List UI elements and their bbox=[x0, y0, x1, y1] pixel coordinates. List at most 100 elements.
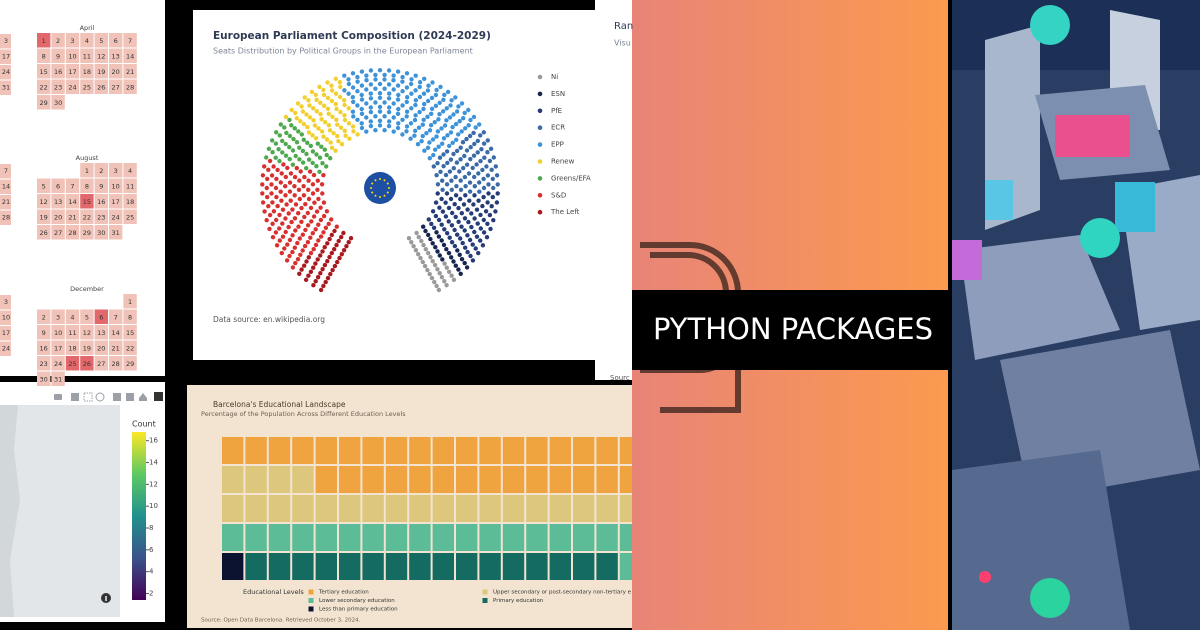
seat bbox=[297, 236, 302, 241]
seat bbox=[275, 167, 280, 173]
toolbar-icon[interactable] bbox=[54, 394, 62, 400]
colorbar-tick-label: 4 bbox=[149, 568, 154, 576]
toolbar-icon[interactable] bbox=[113, 393, 121, 401]
seat bbox=[466, 171, 472, 176]
legend-swatch bbox=[537, 74, 543, 80]
seat bbox=[453, 95, 458, 100]
seat bbox=[382, 114, 387, 119]
waffle-cell bbox=[409, 437, 431, 464]
waffle-cell bbox=[432, 524, 454, 551]
seat bbox=[341, 98, 347, 103]
seat bbox=[427, 156, 432, 161]
seat bbox=[297, 271, 302, 276]
seat bbox=[327, 128, 333, 133]
seat bbox=[337, 94, 343, 100]
seat bbox=[377, 104, 383, 110]
seat bbox=[304, 112, 309, 117]
seat bbox=[277, 226, 282, 231]
day-cell bbox=[37, 371, 51, 386]
legend-swatch bbox=[482, 598, 488, 603]
seat bbox=[446, 205, 452, 211]
seat bbox=[283, 216, 288, 221]
seat bbox=[298, 252, 303, 257]
seat bbox=[293, 260, 298, 266]
toolbar-icon[interactable] bbox=[95, 392, 105, 402]
seat bbox=[273, 185, 279, 191]
edge-day: 17 bbox=[2, 329, 10, 337]
seat bbox=[284, 202, 289, 207]
seat bbox=[280, 221, 285, 226]
seat bbox=[303, 202, 308, 207]
day-cell bbox=[94, 178, 108, 193]
seat bbox=[421, 91, 427, 96]
seat bbox=[330, 267, 335, 273]
seat bbox=[273, 141, 279, 146]
toolbar-icon[interactable] bbox=[83, 392, 93, 402]
day-cell bbox=[37, 325, 51, 340]
month-label: December bbox=[70, 285, 104, 293]
seat bbox=[302, 174, 307, 180]
seat bbox=[488, 226, 493, 232]
seat bbox=[321, 200, 327, 205]
seat bbox=[377, 95, 383, 101]
seat bbox=[326, 111, 331, 117]
waffle-cell bbox=[385, 437, 408, 464]
colorbar-tick-label: 10 bbox=[149, 502, 158, 510]
seat bbox=[373, 86, 378, 91]
day-number: 12 bbox=[97, 52, 105, 60]
seat bbox=[433, 200, 439, 205]
fragment-subtitle: Visu bbox=[614, 39, 631, 48]
seat bbox=[470, 242, 475, 247]
waffle-cell bbox=[596, 524, 618, 551]
day-cell bbox=[37, 33, 51, 48]
seat bbox=[470, 165, 475, 171]
seat bbox=[443, 214, 449, 219]
seat bbox=[301, 184, 306, 189]
seat bbox=[485, 173, 491, 178]
seat bbox=[355, 103, 360, 108]
seat bbox=[386, 68, 392, 73]
legend-swatch bbox=[537, 142, 543, 147]
seat bbox=[427, 140, 432, 145]
day-cell bbox=[65, 64, 80, 79]
seat bbox=[359, 92, 364, 98]
seat bbox=[282, 246, 287, 251]
seat bbox=[315, 178, 320, 183]
seat bbox=[324, 152, 329, 158]
day-number: 30 bbox=[40, 375, 48, 383]
toolbar-icon[interactable] bbox=[71, 393, 79, 401]
toolbar-icon[interactable] bbox=[154, 392, 163, 401]
day-cell bbox=[123, 163, 137, 178]
seat bbox=[450, 124, 455, 130]
day-cell bbox=[37, 340, 51, 355]
day-number: 29 bbox=[126, 360, 134, 368]
waffle-cell bbox=[362, 495, 384, 522]
toolbar-icon[interactable] bbox=[126, 393, 134, 401]
seat bbox=[427, 128, 433, 133]
seat bbox=[453, 214, 458, 220]
seat bbox=[391, 129, 396, 134]
seat bbox=[306, 130, 312, 135]
day-number: 17 bbox=[68, 68, 76, 76]
day-number: 16 bbox=[97, 198, 105, 206]
seat bbox=[459, 257, 465, 262]
seat bbox=[318, 271, 323, 276]
waffle-cell bbox=[409, 524, 431, 551]
seat bbox=[296, 129, 301, 134]
seat bbox=[298, 119, 303, 124]
seat bbox=[459, 129, 464, 134]
seat bbox=[454, 137, 459, 142]
day-number: 20 bbox=[112, 68, 120, 76]
waffle-cell bbox=[268, 437, 291, 464]
day-number: 26 bbox=[40, 229, 48, 237]
logo-outline bbox=[650, 252, 729, 300]
seat bbox=[283, 114, 289, 120]
day-cell bbox=[123, 64, 137, 79]
toolbar-icon[interactable] bbox=[139, 393, 147, 401]
seat bbox=[277, 158, 282, 164]
seat bbox=[469, 211, 474, 216]
seat bbox=[310, 182, 316, 187]
day-cell bbox=[51, 194, 65, 209]
waffle-cell bbox=[245, 524, 267, 551]
waffle-cell bbox=[339, 495, 361, 522]
